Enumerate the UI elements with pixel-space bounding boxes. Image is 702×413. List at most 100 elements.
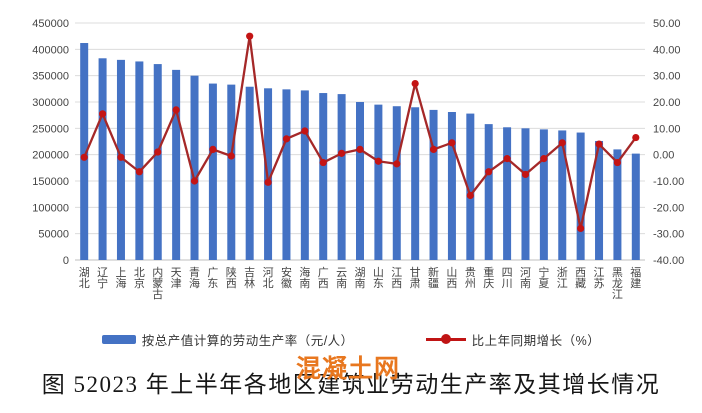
bar bbox=[484, 124, 493, 261]
left-axis-labels: 0 50000 100000 150000 200000 250000 300000 3500… bbox=[32, 18, 69, 267]
bar bbox=[245, 86, 254, 260]
x-axis-label: 内蒙古 bbox=[152, 265, 163, 301]
right-tick-label: 20.00 bbox=[653, 97, 681, 109]
x-axis-label: 北京 bbox=[134, 266, 145, 290]
right-axis-labels: -40.00 -30.00 -20.00 -10.00 0.00 10.00 20.00 30… bbox=[653, 18, 684, 267]
line-marker bbox=[503, 155, 511, 163]
x-axis-label: 山西 bbox=[446, 266, 457, 290]
x-axis-label: 湖北 bbox=[79, 266, 90, 290]
line-marker bbox=[429, 145, 438, 153]
x-axis-label: 海南 bbox=[299, 265, 310, 290]
x-axis-label: 浙江 bbox=[557, 266, 568, 290]
right-tick-label: 30.00 bbox=[653, 71, 681, 83]
x-axis-label: 山东 bbox=[373, 266, 384, 290]
right-tick-label: -40.00 bbox=[653, 255, 684, 267]
line-marker bbox=[338, 149, 346, 157]
x-axis-label: 贵州 bbox=[465, 266, 476, 290]
line-marker bbox=[540, 155, 548, 163]
line-marker bbox=[466, 191, 474, 200]
bar bbox=[539, 129, 548, 260]
bar bbox=[503, 127, 512, 260]
line-group bbox=[80, 32, 640, 232]
line-marker bbox=[356, 145, 364, 153]
line-marker bbox=[172, 106, 180, 114]
watermark-text: 混凝土网 bbox=[296, 355, 401, 383]
x-axis-label: 宁夏 bbox=[538, 265, 549, 290]
bar-series-swatch-icon bbox=[101, 334, 136, 344]
combo-chart-canvas: 0 50000 100000 150000 200000 250000 300000 3500… bbox=[32, 18, 684, 301]
x-axis-label: 重庆 bbox=[483, 265, 494, 290]
line-marker bbox=[613, 158, 622, 167]
line-marker bbox=[246, 32, 254, 40]
line-marker bbox=[595, 140, 603, 148]
right-tick-label: 50.00 bbox=[653, 18, 681, 30]
line-marker bbox=[98, 110, 107, 118]
line-marker bbox=[190, 177, 199, 185]
line-marker bbox=[411, 79, 419, 88]
chart-legend: 按总产值计算的劳动生产率（元/人） 比上年同期增长（%） bbox=[0, 329, 702, 349]
x-axis-label: 辽宁 bbox=[97, 266, 108, 290]
x-axis-label: 河南 bbox=[520, 266, 531, 290]
x-axis-label: 福建 bbox=[630, 265, 641, 290]
line-marker bbox=[485, 168, 493, 176]
left-tick-label: 50000 bbox=[38, 229, 69, 241]
bar bbox=[190, 75, 199, 261]
x-axis-label: 云南 bbox=[336, 267, 347, 290]
bar bbox=[153, 64, 162, 260]
left-tick-label: 200000 bbox=[32, 150, 69, 162]
bar bbox=[429, 109, 438, 261]
bar bbox=[466, 113, 475, 260]
bar bbox=[374, 104, 383, 260]
bar bbox=[208, 83, 217, 260]
x-axis-label: 新疆 bbox=[428, 265, 439, 290]
line-marker bbox=[117, 153, 125, 161]
x-axis-label: 江西 bbox=[391, 266, 402, 290]
bar bbox=[521, 128, 530, 260]
right-tick-label: -30.00 bbox=[653, 229, 684, 241]
bar bbox=[558, 130, 567, 260]
x-axis-label: 青海 bbox=[189, 266, 200, 290]
x-axis-label: 广西 bbox=[318, 266, 329, 290]
x-axis-label: 上海 bbox=[115, 266, 126, 290]
x-axis-label: 天津 bbox=[171, 267, 182, 290]
line-marker bbox=[80, 153, 88, 161]
right-tick-label: -20.00 bbox=[653, 202, 684, 214]
right-tick-label: 10.00 bbox=[653, 123, 681, 135]
x-axis-label: 西藏 bbox=[575, 267, 586, 290]
left-tick-label: 250000 bbox=[32, 123, 69, 135]
left-tick-label: 150000 bbox=[32, 176, 69, 188]
bar bbox=[595, 140, 604, 260]
line-marker bbox=[632, 133, 640, 142]
bar bbox=[356, 102, 364, 260]
line-marker bbox=[209, 145, 217, 153]
bar bbox=[319, 93, 328, 261]
x-axis-label: 河北 bbox=[263, 266, 274, 290]
bar bbox=[172, 69, 181, 260]
line-series-swatch-icon bbox=[425, 334, 466, 344]
bar bbox=[411, 107, 420, 261]
bar bbox=[337, 94, 346, 260]
line-marker bbox=[301, 127, 309, 135]
bar bbox=[447, 112, 456, 260]
x-axis-label: 黑龙江 bbox=[612, 266, 623, 301]
x-axis-label: 陕西 bbox=[226, 265, 237, 290]
right-tick-label: -10.00 bbox=[653, 176, 684, 188]
left-tick-label: 350000 bbox=[32, 71, 69, 83]
bar bbox=[576, 132, 585, 260]
x-axis-label: 广东 bbox=[207, 266, 218, 290]
line-marker bbox=[264, 178, 272, 186]
bar bbox=[282, 89, 291, 260]
x-axis-label: 湖南 bbox=[355, 266, 366, 290]
line-marker bbox=[135, 168, 143, 176]
bar bbox=[613, 149, 622, 260]
left-tick-label: 100000 bbox=[32, 202, 69, 214]
x-axis-label: 四川 bbox=[502, 267, 513, 290]
line-marker bbox=[227, 152, 235, 160]
line-marker bbox=[393, 160, 401, 168]
x-axis-label: 甘肃 bbox=[410, 266, 421, 290]
left-tick-label: 400000 bbox=[32, 44, 69, 56]
line-series-label: 比上年同期增长（%） bbox=[471, 333, 601, 348]
left-tick-label: 300000 bbox=[32, 97, 69, 109]
bar bbox=[98, 58, 107, 260]
